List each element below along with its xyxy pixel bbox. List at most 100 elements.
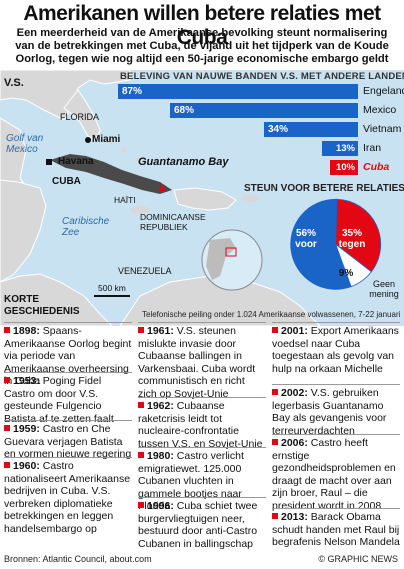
map-central-america-land (0, 273, 113, 326)
map-cuba-land (50, 154, 172, 194)
map-bahamas-island (121, 147, 127, 153)
history-year: 2006: (281, 437, 311, 449)
map-jamaica-land (130, 206, 150, 214)
map-bahamas-island (107, 139, 113, 145)
history-bullet-icon (272, 389, 278, 395)
history-bullet-icon (272, 439, 278, 445)
history-bullet-icon (4, 425, 10, 431)
bar-category-label: Engeland (363, 85, 404, 97)
pie-label-tegen: 35% tegen (334, 228, 370, 250)
map-label-usa: V.S. (4, 77, 24, 89)
history-bullet-icon (4, 462, 10, 468)
history-year: 1962: (147, 400, 177, 412)
bar-vietnam (264, 122, 358, 137)
history-text: Export Amerikaans voedsel naar Cuba toeg… (272, 325, 399, 375)
bar-chart-title: BELEVING VAN NAUWE BANDEN V.S. MET ANDER… (120, 71, 404, 82)
pie-chart (290, 198, 382, 290)
history-year: 1953: (13, 375, 43, 387)
history-text: V.S. gebruiken legerbasis Guantanamo Bay… (272, 387, 387, 437)
history-text: Castro verlicht emigratiewet. 125.000 Cu… (138, 450, 244, 512)
history-entry: 1953: Poging Fidel Castro om door V.S. g… (4, 372, 132, 425)
history-bullet-icon (138, 402, 144, 408)
history-entry: 1961: V.S. steunen mislukte invasie door… (138, 322, 266, 400)
footer-sources: Bronnen: Atlantic Council, about.com (4, 554, 152, 564)
map-label-dominican: DOMINICAANSE REPUBLIEK (140, 212, 206, 232)
bar-category-label: Mexico (363, 104, 397, 116)
map-bahamas-island (135, 157, 141, 163)
history-entry: 1980: Castro verlicht emigratiewet. 125.… (138, 447, 266, 513)
pie-label-line: 56% (295, 228, 316, 239)
pie-no-opinion-caption: Geen mening (369, 279, 399, 299)
history-year: 1960: (13, 460, 43, 472)
map-guantanamo-marker (158, 184, 166, 192)
history-entry: 1960: Castro nationaliseert Amerikaanse … (4, 457, 132, 535)
history-text: Spaans-Amerikaanse Oorlog begint via per… (4, 325, 132, 387)
map-hispaniola-land (173, 187, 237, 211)
map-havana-marker (46, 159, 52, 165)
map-puerto-rico-land (241, 194, 259, 202)
map-yucatan-land (0, 179, 47, 283)
page-title: Amerikanen willen betere relaties met Cu… (23, 2, 381, 49)
history-title: KORTE GESCHIEDENIS (4, 294, 80, 318)
map-label-guantanamo: Guantanamo Bay (138, 156, 229, 168)
bar-value-label: 87% (122, 86, 143, 97)
history-entry: 2013: Barack Obama schudt handen met Rau… (272, 508, 400, 549)
bar-category-label: Cuba (363, 161, 390, 173)
history-entry: 2002: V.S. gebruiken legerbasis Guantana… (272, 384, 400, 437)
history-year: 1959: (13, 423, 43, 435)
map-label-florida: FLORIDA (60, 112, 100, 122)
history-bullet-icon (138, 327, 144, 333)
history-text: Barack Obama schudt handen met Raul bij … (272, 511, 400, 548)
pie-label-line: tegen (338, 239, 366, 250)
history-bullet-icon (138, 452, 144, 458)
bar-category-label: Vietnam (363, 123, 402, 135)
bar-value-label: 10% (335, 162, 355, 173)
history-text: Poging Fidel Castro om door V.S. gesteun… (4, 375, 114, 425)
map-florida-land (63, 89, 101, 141)
footer-copyright: © GRAPHIC NEWS (318, 554, 398, 564)
history-bullet-icon (138, 502, 144, 508)
history-text: Cubaanse raketcrisis leidt tot nucleaire… (138, 400, 263, 450)
history-year: 1961: (147, 325, 177, 337)
history-title-line: KORTE (4, 294, 39, 305)
pie-slice-geen-mening (334, 243, 372, 288)
bar-value-label: 68% (174, 105, 195, 116)
map-label-havana: Havana (58, 156, 94, 167)
map-label-miami: Miami (92, 134, 121, 145)
map-label-venezuela: VENEZUELA (118, 266, 172, 276)
history-text: V.S. steunen mislukte invasie door Cubaa… (138, 325, 256, 400)
history-entry: 2001: Export Amerikaans voedsel naar Cub… (272, 322, 400, 375)
history-text: Castro nationaliseert Amerikaanse bedrij… (4, 460, 131, 535)
history-text: Cuba schiet twee burgervliegtuigen neer,… (138, 500, 258, 550)
pie-slice-tegen (335, 198, 382, 273)
history-entry: 1898: Spaans-Amerikaanse Oorlog begint v… (4, 322, 132, 388)
map-miami-marker (85, 137, 91, 143)
history-title-line: GESCHIEDENIS (4, 306, 80, 317)
history-entry: 1996: Cuba schiet twee burgervliegtuigen… (138, 497, 266, 550)
history-entry: 2006: Castro heeft ernstige gezondheidsp… (272, 434, 400, 512)
bar-value-label: 13% (335, 143, 355, 154)
bar-cuba (330, 160, 358, 175)
history-bullet-icon (272, 327, 278, 333)
bar-category-label: Iran (363, 142, 382, 154)
bar-engeland (118, 84, 358, 99)
bar-value-label: 34% (268, 124, 289, 135)
map-globe-highlight (225, 247, 237, 257)
pie-label-voor: 56% voor (288, 228, 324, 250)
history-bullet-icon (272, 513, 278, 519)
history-bullet-icon (4, 377, 10, 383)
history-entry: 1962: Cubaanse raketcrisis leidt tot nuc… (138, 397, 266, 450)
pie-label-line: voor (295, 239, 317, 250)
history-entry: 1959: Castro en Che Guevara verjagen Bat… (4, 420, 132, 461)
pie-chart-title: STEUN VOOR BETERE RELATIES (244, 183, 404, 194)
history-bullet-icon (4, 327, 10, 333)
map-label-caribbean: Caribische Zee (62, 216, 110, 238)
map-label-gulf: Golf van Mexico (6, 133, 44, 155)
history-year: 2001: (281, 325, 311, 337)
history-year: 1996: (147, 500, 177, 512)
page-subtitle: Een meerderheid van de Amerikaanse bevol… (15, 27, 389, 65)
history-year: 2013: (281, 511, 311, 523)
map-label-cuba: CUBA (52, 176, 81, 187)
pie-label-line: 35% (341, 228, 362, 239)
bar-mexico (170, 103, 358, 118)
